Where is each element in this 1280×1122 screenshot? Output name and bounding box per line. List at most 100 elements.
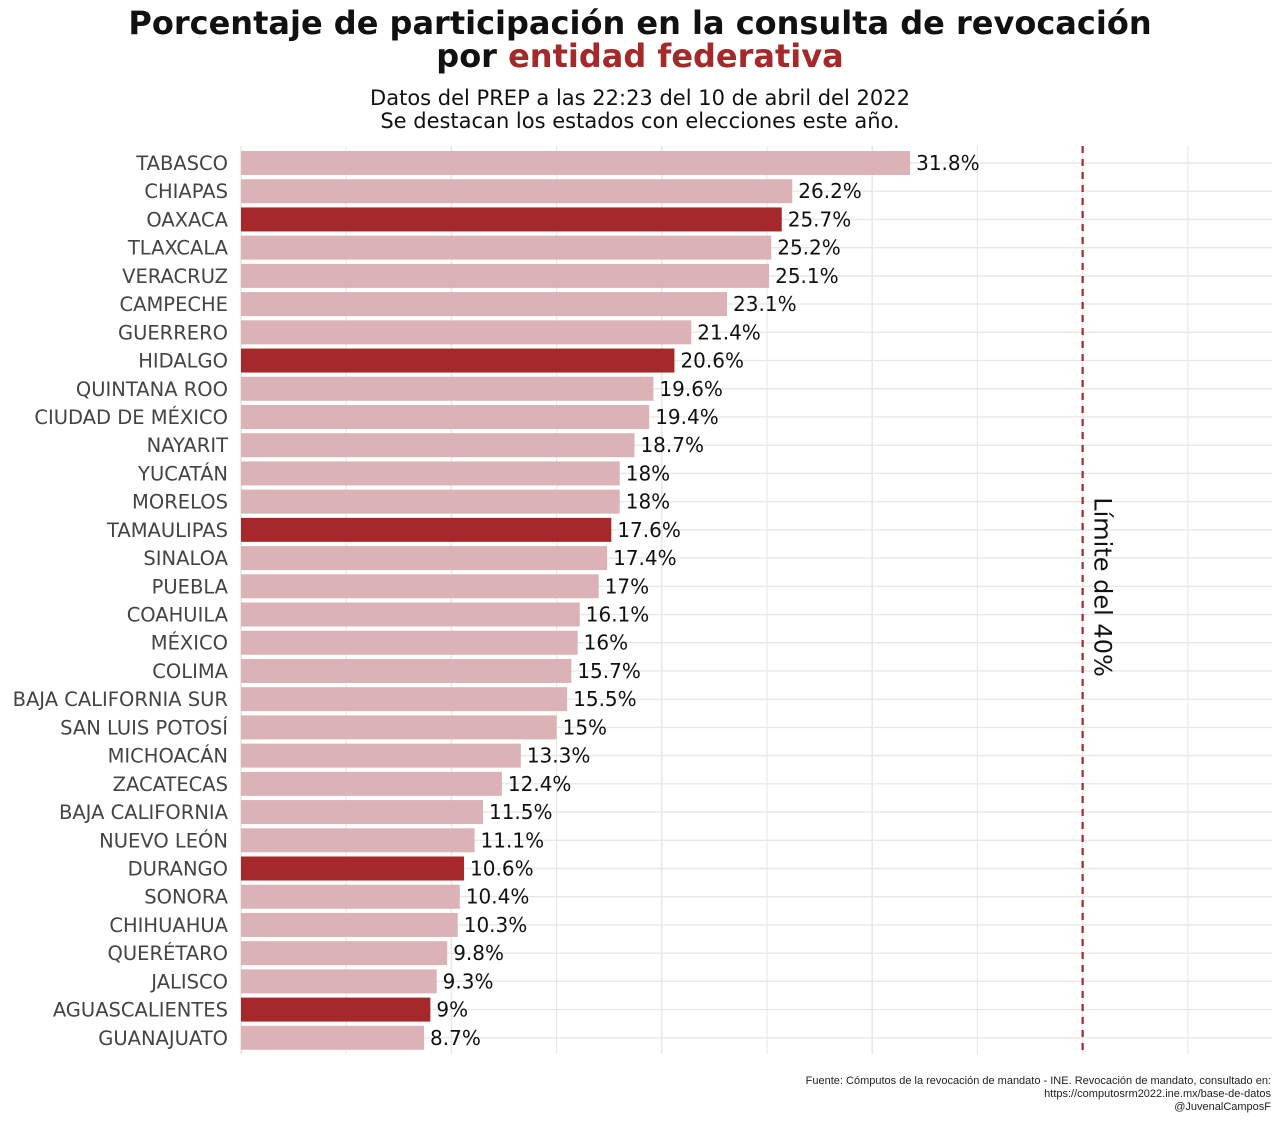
category-label: COAHUILA (127, 604, 229, 627)
value-label: 9% (436, 998, 468, 1022)
chart-subtitle: Datos del PREP a las 22:23 del 10 de abr… (370, 86, 910, 110)
value-label: 9.3% (443, 969, 494, 993)
bar (241, 461, 620, 486)
category-label: YUCATÁN (137, 462, 228, 485)
bar (241, 546, 608, 571)
value-label: 10.6% (470, 857, 534, 881)
bar (241, 489, 620, 514)
bar (241, 884, 460, 909)
author-credit: @JuvenalCamposF (1174, 1101, 1271, 1113)
value-label: 20.6% (680, 349, 744, 373)
category-label: SONORA (144, 886, 228, 909)
value-label: 31.8% (916, 151, 980, 175)
category-label: TAMAULIPAS (106, 519, 228, 542)
bar (241, 771, 502, 796)
value-label: 18% (626, 461, 670, 485)
bar (241, 433, 635, 458)
value-label: 12.4% (508, 772, 572, 796)
category-label: NAYARIT (147, 434, 228, 457)
category-label: VERACRUZ (122, 265, 228, 288)
value-label: 10.4% (466, 885, 530, 909)
category-label: SINALOA (143, 547, 228, 570)
source-url: https://computosrm2022.ine.mx/base-de-da… (1044, 1088, 1271, 1100)
bar (241, 179, 793, 204)
category-label: GUANAJUATO (98, 1027, 228, 1050)
bar-highlighted (241, 348, 675, 373)
category-label: BAJA CALIFORNIA (59, 801, 229, 824)
bar (241, 235, 772, 260)
chart-subtitle-note: Se destacan los estados con elecciones e… (380, 109, 900, 133)
value-label: 17.6% (617, 518, 681, 542)
value-label: 16.1% (586, 603, 650, 627)
category-label: ZACATECAS (113, 773, 228, 796)
value-label: 23.1% (733, 292, 797, 316)
category-label: BAJA CALIFORNIA SUR (13, 688, 228, 711)
source-caption: Fuente: Cómputos de la revocación de man… (805, 1075, 1271, 1087)
value-label: 9.8% (453, 941, 504, 965)
value-label: 16% (584, 631, 628, 655)
category-label: CAMPECHE (120, 293, 228, 316)
bar-highlighted (241, 997, 431, 1022)
category-label: MICHOACÁN (108, 745, 228, 768)
value-label: 15.5% (573, 687, 637, 711)
category-label: PUEBLA (152, 575, 229, 598)
chart-title-prefix: por (436, 37, 509, 75)
category-label: GUERRERO (118, 321, 228, 344)
bar (241, 969, 437, 994)
category-label: MORELOS (132, 491, 228, 514)
value-label: 25.1% (775, 264, 839, 288)
category-label: CIUDAD DE MÉXICO (34, 406, 228, 429)
value-label: 10.3% (464, 913, 528, 937)
category-label: HIDALGO (138, 350, 228, 373)
category-label: QUINTANA ROO (76, 378, 228, 401)
value-label: 18% (626, 490, 670, 514)
bar (241, 658, 572, 683)
value-label: 25.2% (777, 236, 841, 260)
bar (241, 630, 578, 655)
bar (241, 376, 654, 401)
category-label: NUEVO LEÓN (99, 828, 228, 852)
category-label: DURANGO (128, 858, 228, 881)
bar-highlighted (241, 207, 782, 232)
bar (241, 320, 692, 345)
bar (241, 263, 770, 288)
category-label: TLAXCALA (127, 237, 229, 260)
category-label: MÉXICO (151, 632, 228, 655)
bar (241, 292, 728, 317)
bar (241, 800, 483, 825)
value-label: 11.1% (481, 828, 545, 852)
category-label: OAXACA (146, 208, 228, 231)
value-label: 8.7% (430, 1026, 481, 1050)
chart-title: Porcentaje de participación en la consul… (128, 4, 1152, 42)
value-label: 11.5% (489, 800, 553, 824)
bar-highlighted (241, 517, 612, 542)
reference-line-label: Límite del 40% (1089, 497, 1117, 677)
bar (241, 687, 568, 712)
value-label: 15% (563, 715, 607, 739)
bar (241, 912, 458, 937)
bar (241, 151, 911, 175)
category-label: TABASCO (135, 152, 228, 175)
bar (241, 404, 650, 429)
bar (241, 941, 448, 966)
bar-highlighted (241, 856, 465, 881)
category-label: SAN LUIS POTOSÍ (60, 716, 228, 739)
value-label: 18.7% (640, 433, 704, 457)
category-label: CHIAPAS (144, 180, 228, 203)
value-label: 19.6% (659, 377, 723, 401)
bar (241, 602, 580, 627)
value-label: 13.3% (527, 744, 591, 768)
value-label: 15.7% (577, 659, 641, 683)
bar (241, 828, 475, 853)
chart-title-line2: por entidad federativa (0, 39, 1280, 73)
value-label: 25.7% (788, 207, 852, 231)
category-label: AGUASCALIENTES (53, 999, 228, 1022)
category-label: JALISCO (149, 970, 228, 993)
value-label: 21.4% (697, 320, 761, 344)
category-label: COLIMA (152, 660, 228, 683)
category-label: QUERÉTARO (108, 942, 228, 965)
bar (241, 715, 557, 740)
chart-title-accent: entidad federativa (508, 37, 844, 75)
category-label: CHIHUAHUA (109, 914, 228, 937)
